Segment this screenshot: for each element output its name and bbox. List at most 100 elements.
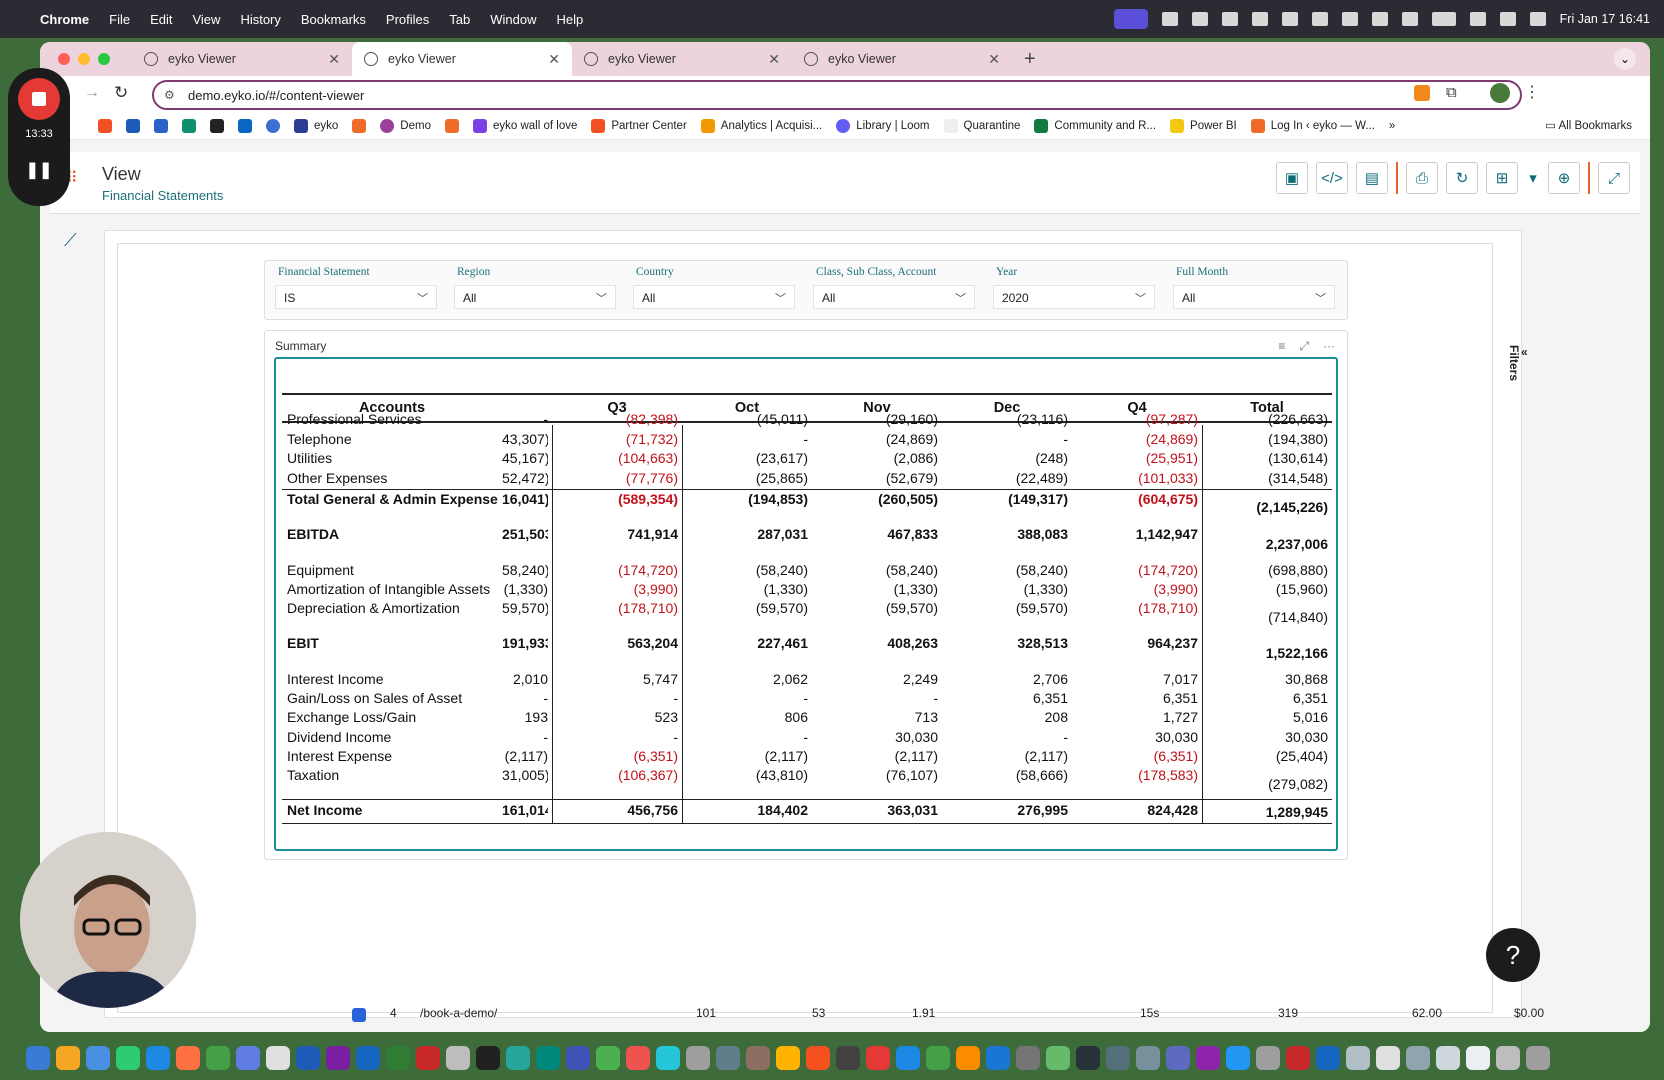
table-row[interactable]: Professional Services - (82,398) (45,011) (2…	[282, 411, 1332, 431]
region-select[interactable]: All ﹀	[454, 285, 616, 309]
more-options-icon[interactable]: ···	[1323, 339, 1335, 353]
dock-app-icon[interactable]	[206, 1046, 230, 1070]
table-row[interactable]: Amortization of Intangible Assets (1,330)…	[282, 581, 1332, 601]
dock-app-icon[interactable]	[746, 1046, 770, 1070]
extensions-puzzle-icon[interactable]: ⧉	[1446, 84, 1457, 101]
table-row[interactable]: Utilities 45,167) (104,663) (23,617) (2,086)…	[282, 450, 1332, 470]
search-icon[interactable]	[1499, 12, 1516, 26]
address-bar[interactable]: ⚙ demo.eyko.io/#/content-viewer ☆	[152, 80, 1522, 110]
expand-icon[interactable]: ⤢	[1299, 339, 1309, 353]
tab-search-icon[interactable]: ⌄	[1614, 48, 1636, 70]
column-header[interactable]: Total	[1202, 393, 1332, 423]
menu-file[interactable]: File	[109, 11, 131, 27]
site-info-icon[interactable]: ⚙	[164, 88, 175, 102]
fullscreen-button[interactable]: ⤢	[1598, 162, 1630, 194]
dock-app-icon[interactable]	[596, 1046, 620, 1070]
refresh-button[interactable]: ↻	[1446, 162, 1478, 194]
hubspot-icon[interactable]	[444, 118, 459, 133]
table-row[interactable]: EBITDA 251,503 741,914 287,031 467,833 388,08…	[282, 526, 1332, 552]
more-menu-icon[interactable]: ⋮	[1524, 84, 1540, 101]
fan-icon[interactable]	[1401, 12, 1418, 26]
bookmark-login[interactable]: Log In ‹ eyko — W...	[1250, 118, 1375, 133]
warning-icon[interactable]	[1251, 12, 1268, 26]
dock-app-icon[interactable]	[1346, 1046, 1370, 1070]
dock-app-icon[interactable]	[1166, 1046, 1190, 1070]
dock-app-icon[interactable]	[686, 1046, 710, 1070]
bookmark-wall-of-love[interactable]: eyko wall of love	[472, 118, 577, 133]
layout-dropdown[interactable]: ▾	[1526, 162, 1540, 194]
table-row[interactable]: Gain/Loss on Sales of Asset - - - - 6,351 6,35…	[282, 690, 1332, 710]
column-header[interactable]: Q4	[1072, 393, 1202, 423]
bookmark-eyko[interactable]: eyko	[294, 118, 338, 133]
filters-side-tab[interactable]: « Filters	[1507, 345, 1528, 382]
table-row[interactable]: Depreciation & Amortization 59,570) (178,7…	[282, 600, 1332, 625]
dock-app-icon[interactable]	[1016, 1046, 1040, 1070]
print-button[interactable]: ⎙	[1406, 162, 1438, 194]
close-tab-icon[interactable]: ✕	[768, 50, 780, 67]
export-button[interactable]: ▤	[1356, 162, 1388, 194]
table-row[interactable]: Taxation 31,005) (106,367) (43,810) (76,107)…	[282, 767, 1332, 792]
close-tab-icon[interactable]: ✕	[988, 50, 1000, 67]
close-window-icon[interactable]	[58, 53, 70, 65]
keyboard-layout-icon[interactable]	[1341, 12, 1358, 26]
pause-icon[interactable]: ❚❚	[25, 162, 53, 179]
zoom-window-icon[interactable]	[98, 53, 110, 65]
table-row[interactable]: Other Expenses 52,472) (77,776) (25,865) (52…	[282, 470, 1332, 490]
app-icon[interactable]	[126, 118, 140, 133]
dock-app-icon[interactable]	[86, 1046, 110, 1070]
stop-record-button[interactable]	[18, 78, 60, 120]
table-row[interactable]: Telephone 43,307) (71,732) - (24,869) - (24,86…	[282, 431, 1332, 451]
brightness-icon[interactable]	[1161, 12, 1178, 26]
column-header[interactable]: Nov	[812, 393, 942, 423]
dock-app-icon[interactable]	[1196, 1046, 1220, 1070]
dock-app-icon[interactable]	[1256, 1046, 1280, 1070]
dock-app-icon[interactable]	[386, 1046, 410, 1070]
new-tab-button[interactable]: +	[1024, 47, 1036, 70]
dock-app-icon[interactable]	[776, 1046, 800, 1070]
reload-icon[interactable]: ↻	[114, 83, 129, 102]
dock-app-icon[interactable]	[1046, 1046, 1070, 1070]
dock-app-icon[interactable]	[236, 1046, 260, 1070]
zoom-in-button[interactable]: ⊕	[1548, 162, 1580, 194]
wifi-icon[interactable]	[1469, 12, 1486, 26]
collapse-icon[interactable]: «	[1521, 345, 1528, 359]
table-row[interactable]: Equipment 58,240) (174,720) (58,240) (58,240…	[282, 562, 1332, 582]
dock-app-icon[interactable]	[1076, 1046, 1100, 1070]
dock-app-icon[interactable]	[176, 1046, 200, 1070]
table-row[interactable]: Exchange Loss/Gain 193 523 806 713 208 1,727 5,…	[282, 709, 1332, 729]
dock-app-icon[interactable]	[896, 1046, 920, 1070]
bookmark-analytics[interactable]: Analytics | Acquisi...	[700, 118, 822, 133]
dock-app-icon[interactable]	[536, 1046, 560, 1070]
shield-icon[interactable]	[1191, 12, 1208, 26]
menu-profiles[interactable]: Profiles	[385, 11, 430, 27]
dock-app-icon[interactable]	[1286, 1046, 1310, 1070]
country-select[interactable]: All ﹀	[633, 285, 795, 309]
menu-tab[interactable]: Tab	[449, 11, 471, 27]
full-month-select[interactable]: All ﹀	[1173, 285, 1335, 309]
column-header[interactable]: Accounts	[282, 393, 502, 423]
menu-edit[interactable]: Edit	[150, 11, 173, 27]
dock-app-icon[interactable]	[266, 1046, 290, 1070]
dock-app-icon[interactable]	[1226, 1046, 1250, 1070]
screen-record-icon[interactable]	[1113, 9, 1148, 29]
dock-app-icon[interactable]	[1406, 1046, 1430, 1070]
bookmark-loom[interactable]: Library | Loom	[836, 118, 930, 133]
dock-app-icon[interactable]	[446, 1046, 470, 1070]
browser-tab[interactable]: eyko Viewer ✕	[132, 42, 352, 76]
dock-app-icon[interactable]	[1436, 1046, 1460, 1070]
help-button[interactable]: ?	[1486, 928, 1540, 982]
dock-app-icon[interactable]	[986, 1046, 1010, 1070]
menu-bookmarks[interactable]: Bookmarks	[300, 11, 366, 27]
financial-statement-select[interactable]: IS ﹀	[275, 285, 437, 309]
app-icon[interactable]	[352, 118, 367, 133]
presentation-button[interactable]: ▣	[1276, 162, 1308, 194]
app-icon[interactable]	[210, 118, 224, 133]
dock-app-icon[interactable]	[356, 1046, 380, 1070]
dock-app-icon[interactable]	[326, 1046, 350, 1070]
menu-view[interactable]: View	[192, 11, 221, 27]
filter-icon[interactable]: ≡	[1278, 339, 1286, 353]
control-center-icon[interactable]	[1529, 12, 1546, 26]
dock-app-icon[interactable]	[26, 1046, 50, 1070]
dock-app-icon[interactable]	[296, 1046, 320, 1070]
year-select[interactable]: 2020 ﹀	[993, 285, 1155, 309]
